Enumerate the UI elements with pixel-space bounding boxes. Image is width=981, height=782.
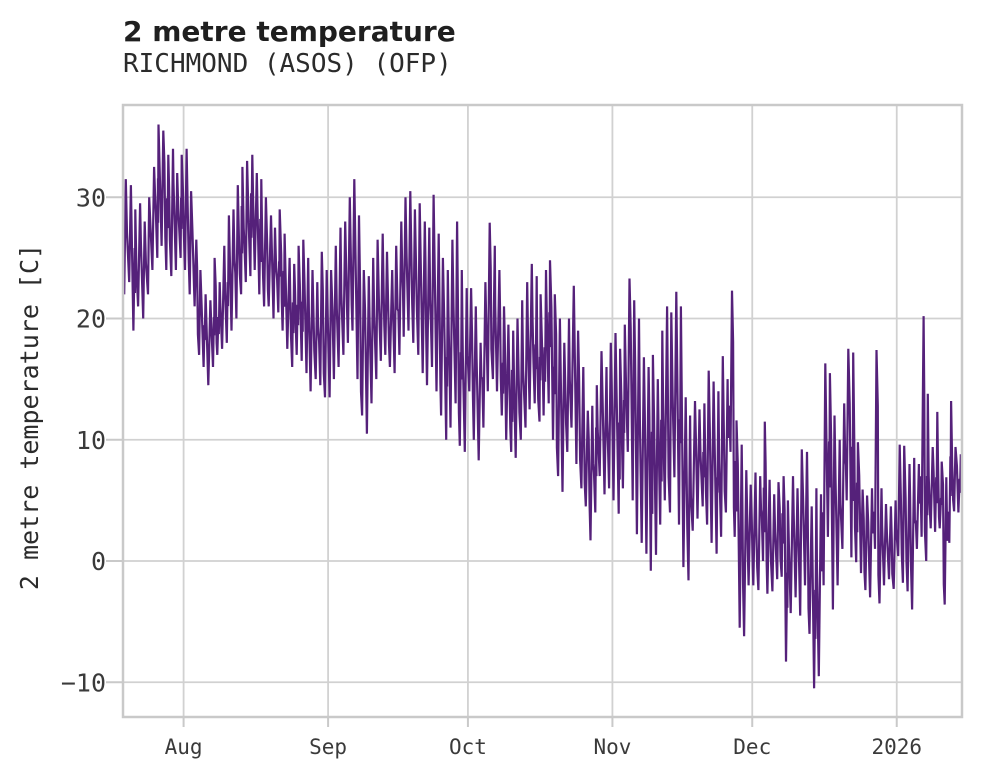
plot-border [121,103,964,719]
y-tick-label: 20 [76,305,106,334]
temperature-line [123,124,962,689]
y-tick-label: 10 [76,426,106,455]
x-tick-label: Oct [449,735,487,759]
y-tick-label: −10 [61,668,106,697]
x-tick-label: 2026 [871,735,922,759]
x-tick-label: Nov [593,735,631,759]
x-tick-label: Aug [165,735,203,759]
y-tick-label: 30 [76,183,106,212]
chart-title: 2 metre temperature [123,15,456,48]
x-tick-label: Sep [309,735,347,759]
y-tick-label: 0 [91,547,106,576]
x-tick-label: Dec [733,735,771,759]
chart-subtitle: RICHMOND (ASOS) (OFP) [123,49,452,79]
